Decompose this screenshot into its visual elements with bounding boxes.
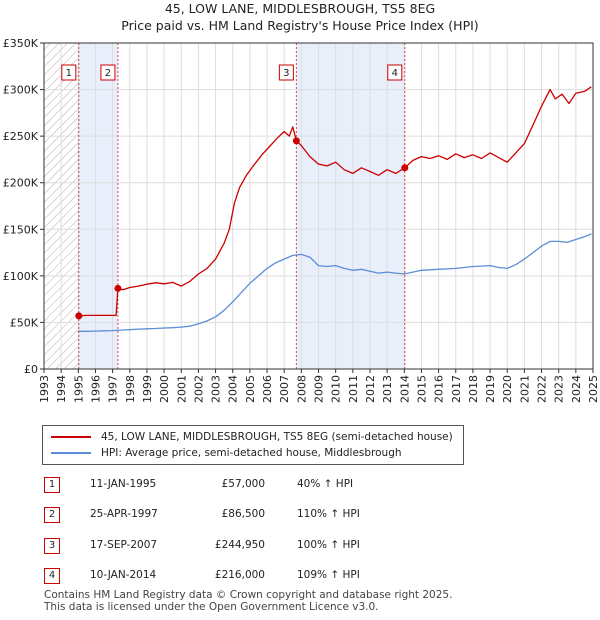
sale-point [114,284,122,292]
transaction-date: 10-JAN-2014 [90,569,157,581]
legend-item-hpi: HPI: Average price, semi-detached house,… [51,446,402,460]
shaded-period [78,43,118,369]
x-tick-label: 2021 [518,375,531,403]
x-tick-label: 1996 [89,375,102,403]
x-tick-label: 2015 [415,375,428,403]
transaction-price: £244,950 [214,539,265,551]
sale-label-box [278,64,294,81]
sale-label: 4 [392,68,398,79]
x-tick-label: 2003 [210,375,223,403]
y-tick-label: £50K [10,316,39,329]
y-tick-label: £150K [3,223,39,236]
x-tick-label: 2014 [398,375,411,403]
legend-label-property: 45, LOW LANE, MIDDLESBROUGH, TS5 8EG (se… [101,431,453,443]
chart-title: 45, LOW LANE, MIDDLESBROUGH, TS5 8EG [164,1,436,16]
transaction-date: 11-JAN-1995 [90,478,157,490]
x-tick-label: 1995 [72,375,85,403]
x-tick-label: 2024 [570,375,583,403]
x-tick-label: 2016 [433,375,446,403]
y-tick-label: £350K [3,37,39,50]
x-tick-label: 2007 [278,375,291,403]
x-tick-label: 2011 [347,375,360,403]
x-tick-label: 2008 [295,375,308,403]
x-tick-label: 2020 [501,375,514,403]
price-chart: 1 2 3 4 £0 £50K £100K £150K £200K £250K £300K £350… [3,37,600,403]
transaction-number: 1 [44,477,60,493]
x-tick-label: 2017 [450,375,463,403]
transaction-price: £57,000 [221,478,265,490]
x-tick-label: 2018 [467,375,480,403]
transaction-price: £216,000 [214,569,265,581]
x-tick-label: 2013 [381,375,394,403]
x-tick-label: 2001 [175,375,188,403]
property-price-line [78,86,592,317]
shaded-period [296,43,405,369]
transaction-number: 2 [44,507,60,523]
transaction-row: 2 25-APR-1997 £86,500 110% ↑ HPI [0,507,600,525]
transaction-date: 17-SEP-2007 [90,539,158,551]
legend-label-hpi: HPI: Average price, semi-detached house,… [101,447,402,459]
footer-copyright: Contains HM Land Registry data © Crown c… [44,589,453,601]
x-tick-label: 2023 [553,375,566,403]
transaction-price: £86,500 [221,508,265,520]
sale-label-box [387,64,403,81]
x-tick-label: 1997 [107,375,120,403]
y-tick-label: £300K [3,84,39,97]
x-tick-label: 2022 [536,375,549,403]
x-tick-label: 2005 [244,375,257,403]
sale-label-box [61,64,77,81]
transaction-hpi: 40% ↑ HPI [297,478,354,490]
x-tick-label: 1993 [38,375,51,403]
hpi-line [78,233,592,332]
y-tick-label: £200K [3,177,39,190]
transaction-row: 4 10-JAN-2014 £216,000 109% ↑ HPI [0,568,600,586]
x-tick-label: 2025 [587,375,600,403]
transaction-row: 1 11-JAN-1995 £57,000 40% ↑ HPI [0,477,600,495]
x-tick-label: 2002 [192,375,205,403]
x-tick-label: 1994 [55,375,68,403]
x-tick-label: 2019 [484,375,497,403]
chart-subtitle: Price paid vs. HM Land Registry's House … [121,18,479,33]
x-tick-label: 1999 [141,375,154,403]
x-tick-label: 2004 [227,375,240,403]
x-tick-label: 1998 [124,375,137,403]
transaction-hpi: 110% ↑ HPI [297,508,360,520]
sale-label-box [100,64,116,81]
sale-label: 3 [283,68,289,79]
legend: 45, LOW LANE, MIDDLESBROUGH, TS5 8EG (se… [42,425,464,465]
footer-licence: This data is licensed under the Open Gov… [44,601,379,613]
x-tick-label: 2009 [313,375,326,403]
transaction-number: 4 [44,568,60,584]
transaction-date: 25-APR-1997 [90,508,158,520]
y-tick-label: £250K [3,130,39,143]
sale-label: 2 [105,68,111,79]
legend-item-property: 45, LOW LANE, MIDDLESBROUGH, TS5 8EG (se… [51,430,453,444]
transaction-row: 3 17-SEP-2007 £244,950 100% ↑ HPI [0,538,600,556]
transaction-number: 3 [44,538,60,554]
y-tick-label: £100K [3,270,39,283]
transaction-hpi: 100% ↑ HPI [297,539,360,551]
y-tick-label: £0 [24,363,38,376]
x-tick-label: 2006 [261,375,274,403]
sale-point [401,164,409,172]
x-tick-label: 2012 [364,375,377,403]
sale-point [75,312,83,320]
transaction-hpi: 109% ↑ HPI [297,569,360,581]
sale-point [292,137,300,145]
sale-label: 1 [66,68,72,79]
property-line-swatch [51,436,91,438]
hpi-line-swatch [51,452,91,454]
x-tick-label: 2000 [158,375,171,403]
x-tick-label: 2010 [330,375,343,403]
